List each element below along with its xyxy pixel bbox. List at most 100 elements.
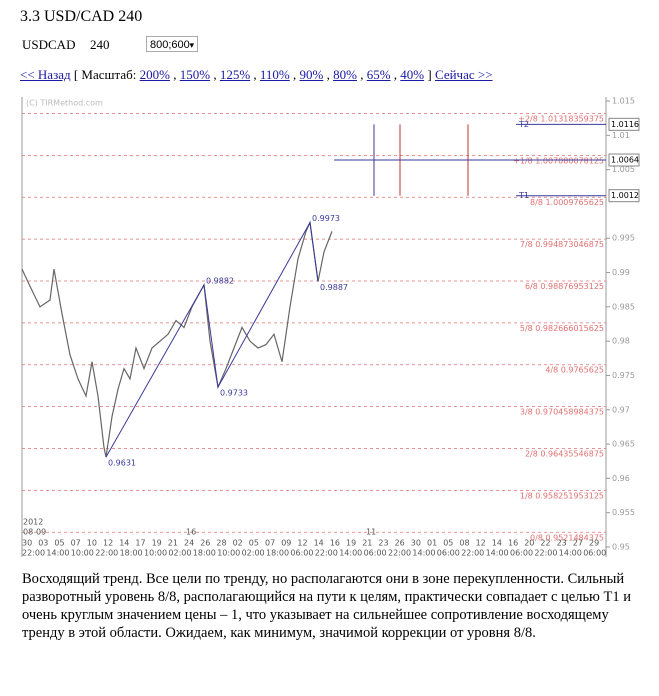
day-label: 08 (459, 539, 469, 548)
level-label: 7/8 0.994873046875 (520, 240, 604, 249)
separator: , (393, 67, 398, 82)
back-link[interactable]: << Назад (20, 67, 71, 82)
time-label: 10:00 (217, 549, 240, 558)
now-link[interactable]: Сейчас >> (434, 67, 493, 82)
level-name: 3/8 (520, 407, 533, 416)
day-label: 26 (200, 539, 210, 548)
y-tick-label: 0.96 (612, 474, 630, 483)
x-marker: 16 (186, 528, 196, 537)
level-name: 5/8 (520, 323, 533, 332)
time-label: 06:00 (364, 549, 387, 558)
pivot-label: 0.9631 (108, 459, 136, 468)
nav: << Назад [ Масштаб: 200% , 150% , 125% ,… (20, 67, 493, 83)
description: Восходящий тренд. Все цели по тренду, но… (22, 571, 631, 641)
y-tick-label: 0.99 (612, 268, 630, 277)
y-tick-label: 0.97 (612, 405, 630, 414)
time-label: 02:00 (242, 549, 265, 558)
scale-label: [ Масштаб: (73, 67, 137, 82)
level-label: 0/8 0.9521484375 (530, 533, 604, 542)
pivot-label: 0.9882 (206, 276, 234, 285)
time-label: 14:00 (412, 549, 435, 558)
time-label: 02:00 (168, 549, 191, 558)
level-name: 1/8 (520, 491, 533, 500)
level-name: 7/8 (520, 240, 533, 249)
separator: , (293, 67, 297, 82)
day-label: 16 (508, 539, 518, 548)
day-label: 20 (524, 539, 534, 548)
year-label: 2012 (23, 518, 43, 527)
separator: , (360, 67, 364, 82)
level-name: 6/8 (525, 281, 538, 290)
time-label: 18:00 (120, 549, 143, 558)
level-value: 0.96435546875 (540, 449, 604, 458)
level-value: 0.9521484375 (545, 533, 604, 542)
day-label: 03 (38, 539, 48, 548)
watermark: (C) TIRMethod.com (26, 99, 103, 108)
scale-link[interactable]: 125% (219, 67, 251, 82)
time-label: 18:00 (193, 549, 216, 558)
day-label: 10 (87, 539, 97, 548)
level-label: 1/8 0.958251953125 (520, 491, 604, 500)
period: 240 (90, 37, 110, 52)
scale-link[interactable]: 40% (400, 67, 425, 82)
target-value: 1.0116 (611, 120, 639, 129)
y-tick-label: 1.01 (612, 131, 630, 140)
scale-link[interactable]: 200% (139, 67, 170, 82)
level-value: 0.994873046875 (535, 240, 604, 249)
target-value: 1.0064 (611, 156, 639, 165)
time-label: 06:00 (437, 549, 460, 558)
y-tick-label: 0.965 (612, 440, 635, 449)
level-label: 6/8 0.98876953125 (525, 281, 604, 290)
level-name: 0/8 (530, 533, 543, 542)
day-label: 17 (135, 539, 145, 548)
time-label: 22:00 (461, 549, 484, 558)
target-box (608, 153, 640, 167)
time-label: 14:00 (559, 549, 582, 558)
y-tick-label: 1.015 (612, 97, 635, 106)
time-label: 14:00 (486, 549, 509, 558)
time-label: 22:00 (95, 549, 118, 558)
time-label: 10:00 (71, 549, 94, 558)
day-label: 21 (362, 539, 372, 548)
time-label: 06:00 (290, 549, 313, 558)
level-label: 4/8 0.9765625 (545, 365, 604, 374)
day-label: 09 (281, 539, 291, 548)
level-name: 4/8 (545, 365, 558, 374)
chart: (C) TIRMethod.com 1.015 1.01 1.005 0.995 0.99… (18, 97, 640, 559)
level-name: 2/8 (525, 449, 538, 458)
day-label: 07 (265, 539, 275, 548)
separator: , (253, 67, 257, 82)
time-label: 06:00 (583, 549, 606, 558)
scale-link[interactable]: 80% (333, 67, 357, 82)
day-label: 23 (557, 539, 567, 548)
day-label: 12 (476, 539, 486, 548)
y-tick-label: 0.98 (612, 337, 630, 346)
level-value: 0.98876953125 (540, 281, 604, 290)
target-box (608, 117, 640, 131)
day-label: 12 (103, 539, 113, 548)
target-name: T2 (518, 120, 529, 129)
scale-link[interactable]: 150% (179, 67, 211, 82)
day-label: 07 (71, 539, 81, 548)
wave-line (105, 220, 319, 458)
pivot-label: 0.9733 (220, 389, 248, 398)
day-label: 22 (540, 539, 550, 548)
day-label: 16 (330, 539, 340, 548)
level-label: 3/8 0.970458984375 (520, 407, 604, 416)
level-label: 5/8 0.982666015625 (520, 323, 604, 332)
scale-link[interactable]: 110% (259, 67, 290, 82)
plot-bg (18, 97, 640, 559)
y-tick-label: 0.975 (612, 371, 635, 380)
day-label: 14 (314, 539, 324, 548)
scale-link[interactable]: 65% (366, 67, 391, 82)
scale-link[interactable]: 90% (299, 67, 324, 82)
level-label: 2/8 0.96435546875 (525, 449, 604, 458)
day-label: 26 (395, 539, 405, 548)
time-label: 22:00 (22, 549, 45, 558)
size-select[interactable]: 800;600 (146, 36, 198, 53)
y-tick-label: 1.005 (612, 165, 635, 174)
separator: , (213, 67, 217, 82)
title: 3.3 USD/CAD 240 (20, 8, 143, 25)
time-label: 10:00 (144, 549, 167, 558)
